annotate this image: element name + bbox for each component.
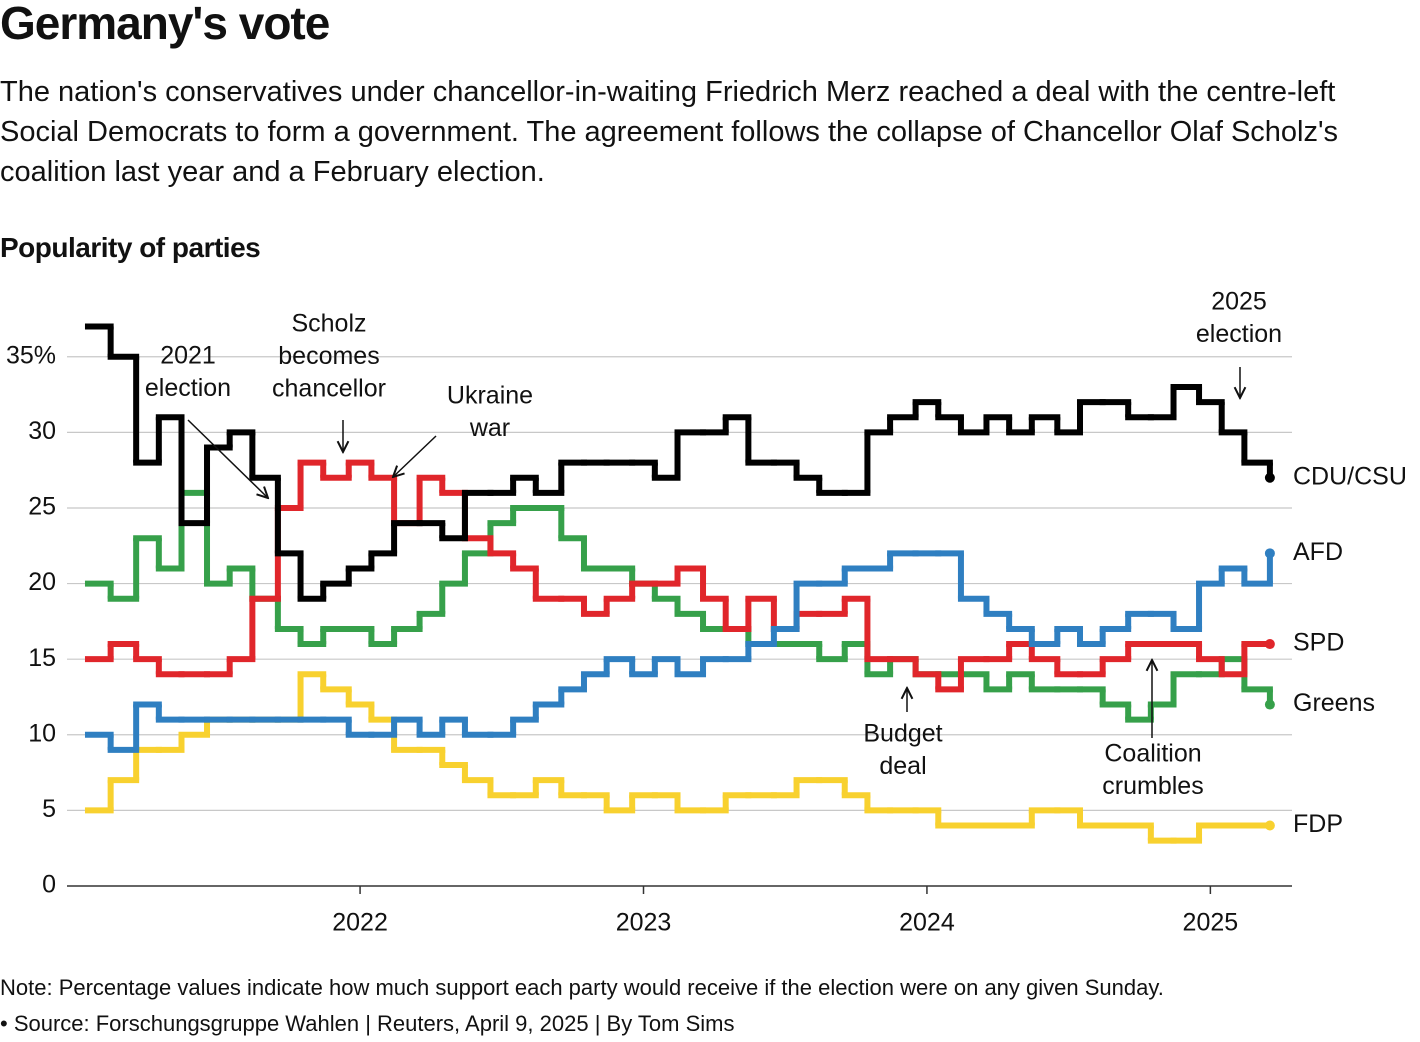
annotation: becomes	[278, 342, 379, 370]
y-tick-label: 25	[28, 493, 56, 521]
end-dot	[1264, 699, 1275, 710]
annotation-arrow	[187, 419, 268, 498]
end-dot	[1264, 472, 1275, 483]
x-tick-label: 2025	[1183, 909, 1239, 937]
y-tick-label: 15	[28, 644, 56, 672]
title: Germany's vote	[0, 0, 330, 49]
note: Note: Percentage values indicate how muc…	[0, 975, 1164, 1000]
y-tick-label: 30	[28, 417, 56, 445]
annotation: war	[469, 414, 510, 442]
source: • Source: Forschungsgruppe Wahlen | Reut…	[0, 1011, 735, 1036]
annotation: Ukraine	[447, 382, 533, 410]
subtitle: The nation's conservatives under chancel…	[0, 76, 1339, 188]
annotation: Budget	[863, 720, 942, 748]
annotation: election	[145, 374, 231, 402]
annotation: crumbles	[1102, 772, 1203, 800]
annotation: Coalition	[1104, 740, 1201, 768]
series-label: Greens	[1293, 689, 1375, 717]
series-label: CDU/CSU	[1293, 462, 1407, 490]
y-tick-label: 5	[42, 795, 56, 823]
series-label: FDP	[1293, 810, 1343, 838]
y-tick-label: 10	[28, 719, 56, 747]
annotation: Scholz	[291, 310, 366, 338]
annotation: deal	[879, 752, 926, 780]
end-dot	[1264, 820, 1275, 831]
chart-title: Popularity of parties	[0, 232, 261, 263]
annotation-arrow	[393, 435, 437, 477]
end-dot	[1264, 548, 1275, 559]
annotation: 2025	[1211, 288, 1267, 316]
x-tick-label: 2022	[332, 909, 388, 937]
annotation: election	[1196, 320, 1282, 348]
y-tick-label: 0	[42, 871, 56, 899]
y-tick-label: 35%	[6, 341, 56, 369]
y-tick-label: 20	[28, 568, 56, 596]
annotation: chancellor	[272, 375, 386, 403]
end-dot	[1264, 639, 1275, 650]
x-tick-label: 2024	[899, 909, 955, 937]
x-tick-label: 2023	[616, 909, 672, 937]
series-label: AFD	[1293, 538, 1343, 566]
annotation: 2021	[160, 342, 216, 370]
series-label: SPD	[1293, 629, 1344, 657]
